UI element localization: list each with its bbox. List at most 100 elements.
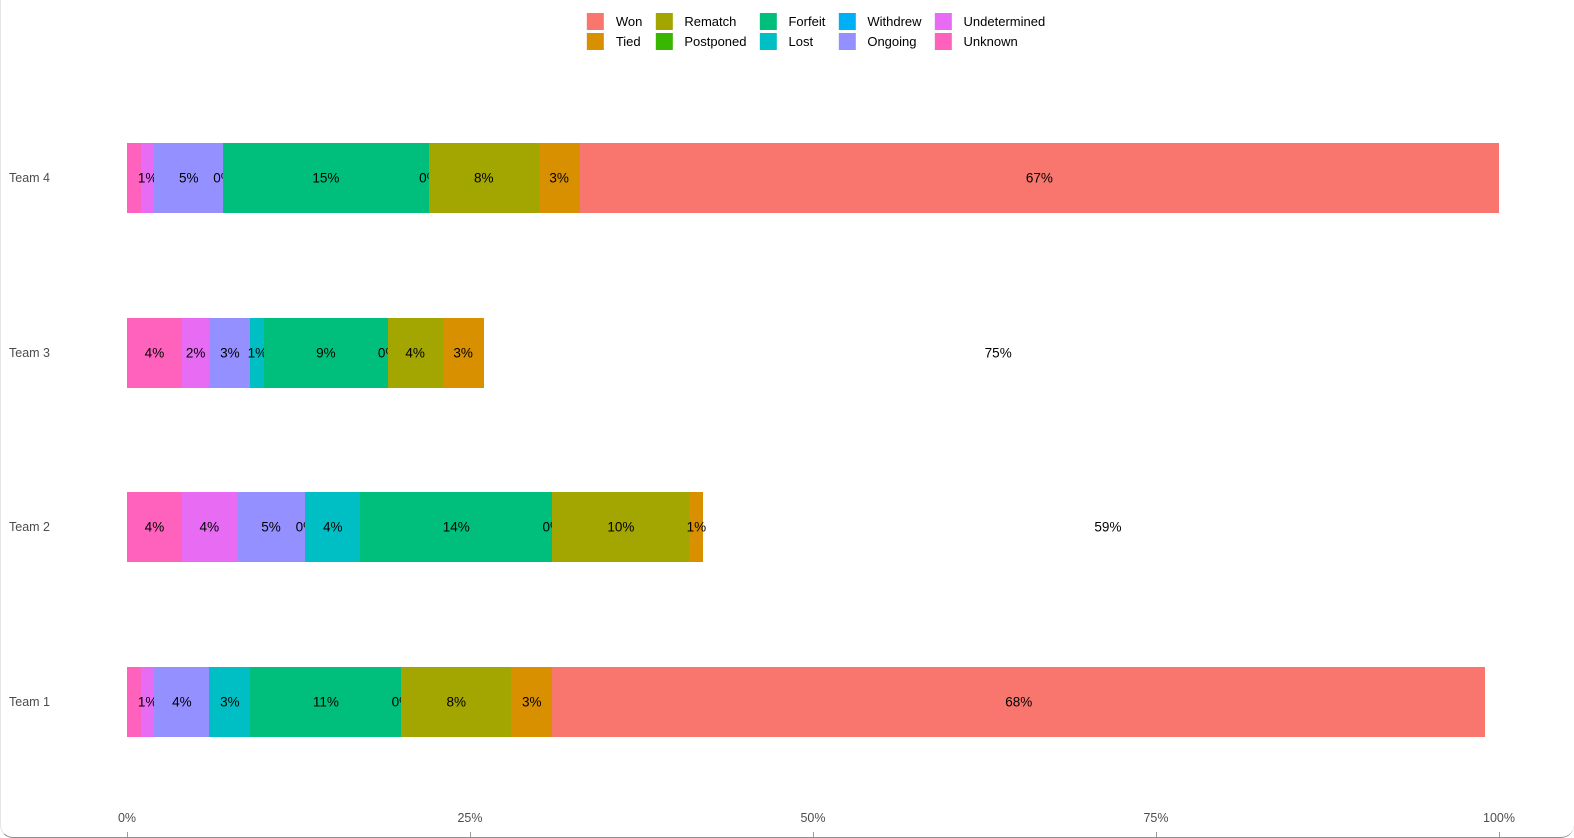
legend-item-ongoing[interactable]: Ongoing (838, 33, 921, 50)
segment-undetermined[interactable]: 1% (138, 143, 157, 213)
legend-label: Lost (788, 34, 814, 49)
legend-column: Won Tied (586, 13, 643, 50)
legend-label: Unknown (963, 34, 1018, 49)
segment-value-label: 3% (220, 345, 240, 361)
legend-item-tied[interactable]: Tied (586, 33, 643, 50)
legend-item-withdrew[interactable]: Withdrew (838, 13, 922, 30)
segment-unknown[interactable] (127, 143, 141, 213)
y-axis-label-team-3: Team 3 (9, 346, 50, 360)
segment-unknown[interactable]: 4% (127, 492, 182, 562)
segment-won[interactable]: 68% (552, 667, 1486, 737)
segment-lost[interactable]: 3% (209, 667, 251, 737)
x-axis-tick-label: 0% (117, 811, 137, 825)
segment-value-label: 4% (172, 694, 192, 710)
segment-value-label: 5% (178, 170, 199, 186)
segment-value-label: 59% (1094, 519, 1122, 535)
x-axis-tick-label: 25% (457, 811, 483, 825)
segment-rematch[interactable]: 4% (387, 318, 443, 388)
segment-value-label: 4% (405, 345, 425, 361)
legend-swatch-icon (586, 13, 604, 30)
segment-value-label: 14% (442, 519, 470, 535)
stacked-bar: 4%2%3%1%9%0%4%3%75% (127, 318, 1499, 388)
segment-rematch[interactable]: 8% (428, 143, 539, 213)
legend-label: Tied (615, 34, 641, 49)
legend-swatch-icon (838, 13, 856, 30)
segment-lost[interactable]: 4% (305, 492, 361, 562)
segment-tied[interactable]: 1% (687, 492, 706, 562)
x-axis-tick-mark (1156, 832, 1157, 837)
y-axis-label-team-1: Team 1 (9, 695, 50, 709)
segment-ongoing[interactable]: 3% (209, 318, 251, 388)
segment-value-label: 4% (199, 519, 220, 535)
segment-value-label: 8% (473, 170, 494, 186)
bar-row-team-4: Team 41%5%0%15%0%8%3%67% (1, 143, 1574, 213)
segment-value-label: 3% (549, 170, 569, 186)
legend-item-undetermined[interactable]: Undetermined (934, 13, 1046, 30)
legend-label: Withdrew (867, 14, 922, 29)
segment-undetermined[interactable]: 2% (181, 318, 210, 388)
legend-swatch-icon (838, 33, 856, 50)
legend-column: Undetermined Unknown (934, 13, 1046, 50)
segment-unknown[interactable] (127, 667, 141, 737)
segment-undetermined[interactable]: 4% (181, 492, 237, 562)
legend: Won Tied Rematch Postponed Forfeit Lost Withdr… (586, 13, 1046, 50)
segment-value-label: 3% (453, 345, 473, 361)
segment-rematch[interactable]: 8% (401, 667, 512, 737)
segment-won[interactable]: 75% (484, 318, 1513, 388)
segment-value-label: 10% (607, 519, 635, 535)
legend-label: Forfeit (788, 14, 826, 29)
legend-item-lost[interactable]: Lost (759, 33, 825, 50)
legend-column: Withdrew Ongoing (838, 13, 922, 50)
segment-forfeit[interactable]: 14% (360, 492, 553, 562)
legend-item-won[interactable]: Won (586, 13, 642, 30)
segment-value-label: 2% (185, 345, 206, 361)
segment-forfeit[interactable]: 9% (264, 318, 388, 388)
legend-swatch-icon (759, 13, 777, 30)
legend-item-rematch[interactable]: Rematch (655, 13, 746, 30)
segment-value-label: 15% (312, 170, 340, 186)
legend-column: Forfeit Lost (759, 13, 825, 50)
segment-lost[interactable]: 1% (248, 318, 267, 388)
x-axis-tick-mark (470, 832, 471, 837)
segment-tied[interactable]: 3% (442, 318, 484, 388)
segment-ongoing[interactable]: 4% (154, 667, 210, 737)
stacked-bar: 1%5%0%15%0%8%3%67% (127, 143, 1499, 213)
x-axis-tick-mark (1499, 832, 1500, 837)
x-axis-tick-mark (813, 832, 814, 837)
segment-ongoing[interactable]: 5% (154, 143, 224, 213)
stacked-bar: 1%4%3%11%0%8%3%68% (127, 667, 1499, 737)
legend-swatch-icon (934, 13, 952, 30)
legend-swatch-icon (759, 33, 777, 50)
legend-item-postponed[interactable]: Postponed (655, 33, 746, 50)
segment-value-label: 8% (446, 694, 467, 710)
x-axis-tick-label: 75% (1143, 811, 1169, 825)
segment-forfeit[interactable]: 11% (250, 667, 402, 737)
segment-won[interactable]: 67% (579, 143, 1499, 213)
segment-value-label: 9% (316, 345, 336, 361)
legend-item-unknown[interactable]: Unknown (934, 33, 1046, 50)
segment-value-label: 4% (323, 519, 343, 535)
x-axis-tick-label: 100% (1483, 811, 1515, 825)
segment-won[interactable]: 59% (703, 492, 1512, 562)
bar-row-team-3: Team 34%2%3%1%9%0%4%3%75% (1, 318, 1574, 388)
legend-label: Ongoing (867, 34, 917, 49)
segment-tied[interactable]: 3% (538, 143, 580, 213)
segment-forfeit[interactable]: 15% (223, 143, 429, 213)
legend-label: Rematch (684, 14, 737, 29)
bar-row-team-2: Team 24%4%5%0%4%14%0%10%1%59% (1, 492, 1574, 562)
x-axis: 0% 25% 50% 75% 100% (118, 806, 1515, 837)
segment-tied[interactable]: 3% (511, 667, 553, 737)
legend-label: Undetermined (963, 14, 1046, 29)
bar-row-team-1: Team 11%4%3%11%0%8%3%68% (1, 667, 1574, 737)
segment-value-label: 5% (261, 519, 281, 535)
segment-unknown[interactable]: 4% (127, 318, 182, 388)
segment-ongoing[interactable]: 5% (236, 492, 306, 562)
segment-rematch[interactable]: 10% (552, 492, 690, 562)
segment-value-label: 67% (1025, 170, 1053, 186)
segment-undetermined[interactable]: 1% (138, 667, 157, 737)
segment-value-label: 11% (312, 694, 339, 710)
y-axis-label-team-4: Team 4 (9, 171, 50, 185)
legend-item-forfeit[interactable]: Forfeit (759, 13, 825, 30)
x-axis-tick-label: 50% (800, 811, 826, 825)
